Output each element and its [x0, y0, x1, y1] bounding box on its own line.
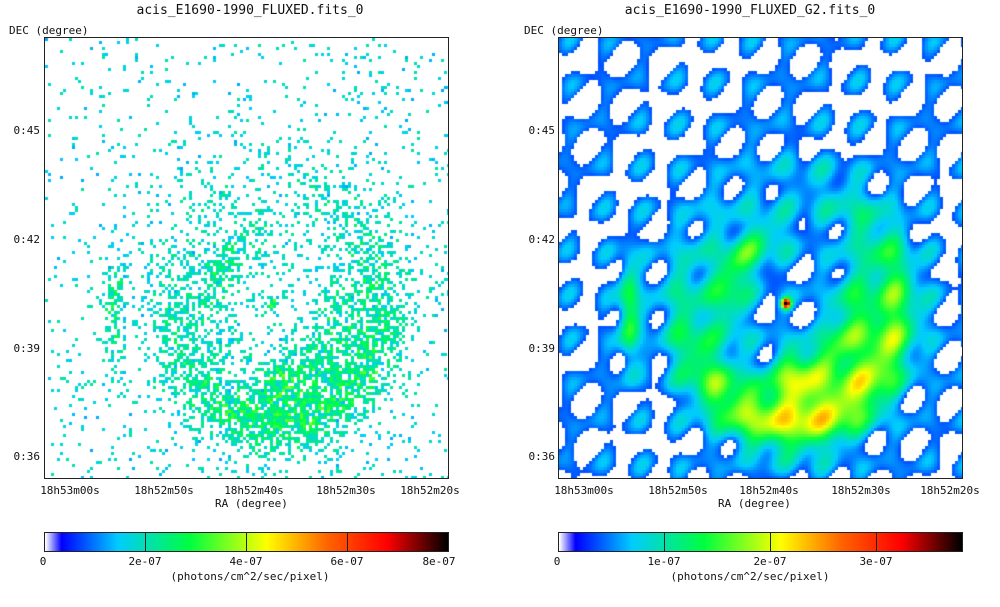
colorbar-tick-mark [770, 532, 771, 552]
colorbar-unit-label: (photons/cm^2/sec/pixel) [170, 570, 330, 583]
plot-title: acis_E1690-1990_FLUXED.fits_0 [136, 3, 364, 18]
y-axis-label: DEC (degree) [524, 24, 604, 37]
colorbar [558, 532, 963, 552]
heatmap-image[interactable] [45, 38, 448, 478]
colorbar-tick-label: 3e-07 [859, 555, 893, 568]
heatmap-image[interactable] [559, 38, 962, 478]
colorbar-tick-mark [246, 532, 247, 552]
x-tick-label: 18h52m20s [400, 484, 460, 497]
colorbar-tick-label: 6e-07 [330, 555, 364, 568]
colorbar-tick-label: 4e-07 [229, 555, 263, 568]
y-tick-label: 0:36 [528, 450, 556, 463]
colorbar-tick-label: 8e-07 [422, 555, 456, 568]
x-axis-label: RA (degree) [718, 497, 791, 510]
colorbar-tick-label: 2e-07 [753, 555, 787, 568]
x-tick-label: 18h52m30s [831, 484, 891, 497]
x-tick-label: 18h52m40s [739, 484, 799, 497]
heatmap-frame[interactable] [44, 37, 449, 479]
x-axis-label: RA (degree) [215, 497, 288, 510]
x-tick-label: 18h52m40s [224, 484, 284, 497]
plot-title: acis_E1690-1990_FLUXED_G2.fits_0 [624, 3, 876, 18]
colorbar-gradient [559, 533, 962, 551]
y-tick-label: 0:36 [13, 450, 41, 463]
y-axis-label: DEC (degree) [9, 24, 89, 37]
colorbar-tick-mark [664, 532, 665, 552]
colorbar-tick-mark [876, 532, 877, 552]
right-panel: acis_E1690-1990_FLUXED_G2.fits_0 DEC (de… [500, 0, 1000, 607]
heatmap-frame[interactable] [558, 37, 963, 479]
y-tick-label: 0:42 [13, 233, 41, 246]
y-tick-label: 0:39 [528, 342, 556, 355]
y-tick-label: 0:39 [13, 342, 41, 355]
colorbar-tick-mark [347, 532, 348, 552]
y-tick-label: 0:42 [528, 233, 556, 246]
x-tick-label: 18h52m20s [920, 484, 980, 497]
x-tick-label: 18h53m00s [40, 484, 100, 497]
colorbar-tick-label: 1e-07 [647, 555, 681, 568]
x-tick-label: 18h52m50s [648, 484, 708, 497]
colorbar-unit-label: (photons/cm^2/sec/pixel) [670, 570, 830, 583]
x-tick-label: 18h52m50s [134, 484, 194, 497]
colorbar-tick-label: 0 [39, 555, 47, 568]
y-tick-label: 0:45 [528, 124, 556, 137]
colorbar-tick-label: 0 [553, 555, 561, 568]
y-tick-label: 0:45 [13, 124, 41, 137]
x-tick-label: 18h52m30s [316, 484, 376, 497]
colorbar-tick-label: 2e-07 [128, 555, 162, 568]
colorbar-tick-mark [145, 532, 146, 552]
left-panel: acis_E1690-1990_FLUXED.fits_0 DEC (degre… [9, 3, 460, 583]
x-tick-label: 18h53m00s [554, 484, 614, 497]
